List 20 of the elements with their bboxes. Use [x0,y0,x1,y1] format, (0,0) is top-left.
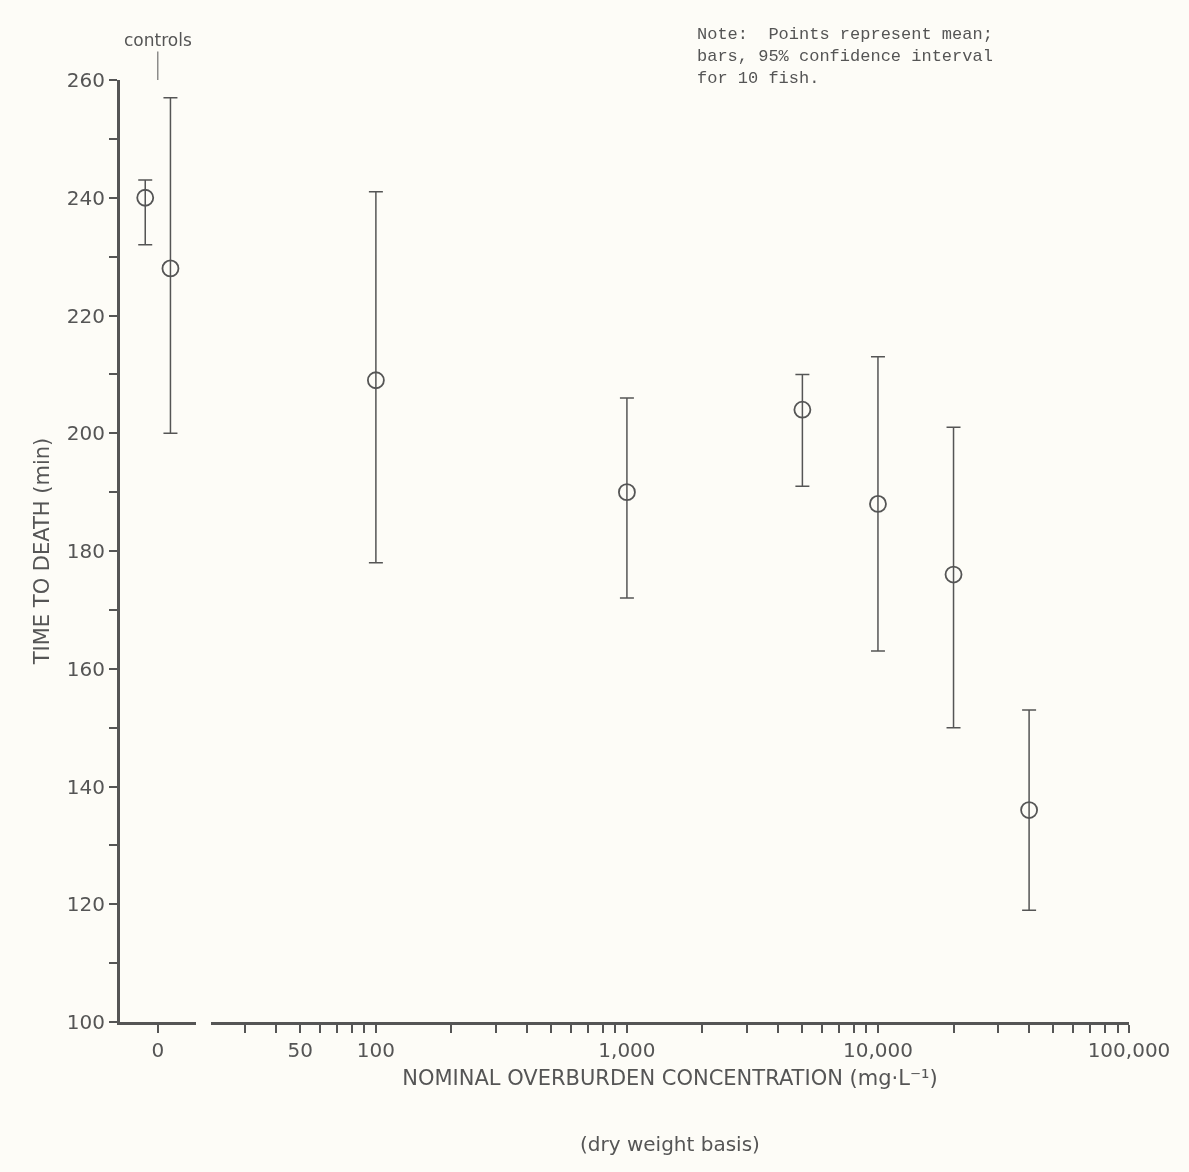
x-tick-label: 100,000 [1087,1038,1171,1062]
y-tick-label: 140 [66,774,105,799]
x-tick-label: 1,000 [598,1038,656,1062]
y-tick-label: 160 [66,656,105,681]
x-tick-label: 0 [151,1038,165,1062]
y-tick-label: 240 [66,185,105,210]
annotation: Note: Points represent mean; bars, 95% confidence interval for 10 fish. [697,25,993,89]
x-tick-label: 50 [287,1038,314,1062]
y-axis-title: TIME TO DEATH (min) [29,437,54,666]
y-tick-label: 180 [66,539,105,563]
y-tick-label: 120 [66,892,105,917]
y-tick-label: 100 [66,1010,105,1034]
text: (dry weight basis) [580,1132,760,1156]
y-tick-label: 200 [66,421,105,446]
y-tick-label: 220 [66,303,105,328]
x-tick-label: 10,000 [842,1038,913,1062]
y-tick-label: 260 [66,68,105,92]
x-tick-label: 100 [356,1038,395,1062]
x-axis-title: NOMINAL OVERBURDEN CONCENTRATION (mg·L⁻¹) [402,1066,938,1091]
text: controls [124,30,192,50]
